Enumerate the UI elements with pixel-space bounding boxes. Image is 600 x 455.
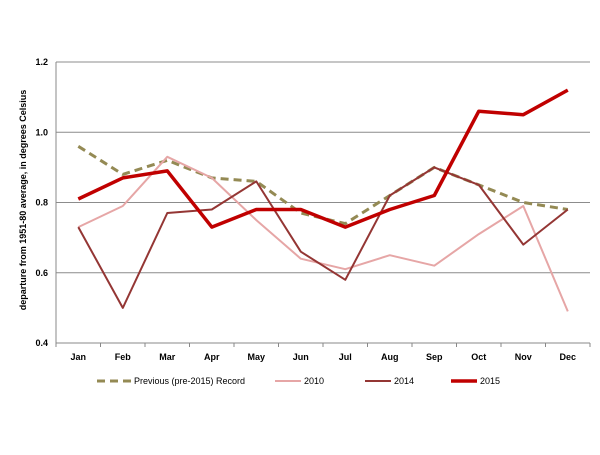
series-line-2014: [77, 166, 569, 309]
x-tick-label: Jun: [293, 352, 309, 362]
x-tick-label: Feb: [115, 352, 132, 362]
x-tick-label: Dec: [559, 352, 576, 362]
y-tick-label: 1.0: [35, 127, 48, 137]
legend-label: 2014: [394, 376, 414, 386]
x-tick-label: May: [247, 352, 265, 362]
y-axis-label: departure from 1951-80 average, in degre…: [18, 90, 28, 311]
x-tick-labels: Jan Feb Mar Apr May Jun Jul Aug Sep Oct Nov Dec: [55, 343, 591, 362]
legend-label: Previous (pre-2015) Record: [134, 376, 245, 386]
y-tick-labels: 0.4 0.6 0.8 1.0 1.2: [35, 57, 48, 348]
legend-label: 2010: [304, 376, 324, 386]
series-line-2010: [77, 155, 569, 312]
y-tick-label: 0.4: [35, 338, 48, 348]
x-tick-label: Apr: [204, 352, 220, 362]
legend-label: 2015: [480, 376, 500, 386]
x-tick-label: Nov: [515, 352, 532, 362]
series-lines: [77, 88, 569, 312]
x-tick-label: Sep: [426, 352, 443, 362]
x-tick-label: Aug: [381, 352, 399, 362]
series-line-previous-pre-2015-record: [77, 145, 569, 226]
x-tick-label: Oct: [471, 352, 486, 362]
x-tick-label: Mar: [159, 352, 176, 362]
x-tick-label: Jan: [70, 352, 86, 362]
y-tick-label: 0.8: [35, 198, 48, 208]
y-tick-label: 1.2: [35, 57, 48, 67]
series-line-2015: [77, 88, 569, 229]
legend: Previous (pre-2015) Record 2010 2014 2015: [97, 376, 500, 386]
x-tick-label: Jul: [339, 352, 352, 362]
y-tick-label: 0.6: [35, 268, 48, 278]
gridlines: [56, 61, 590, 274]
